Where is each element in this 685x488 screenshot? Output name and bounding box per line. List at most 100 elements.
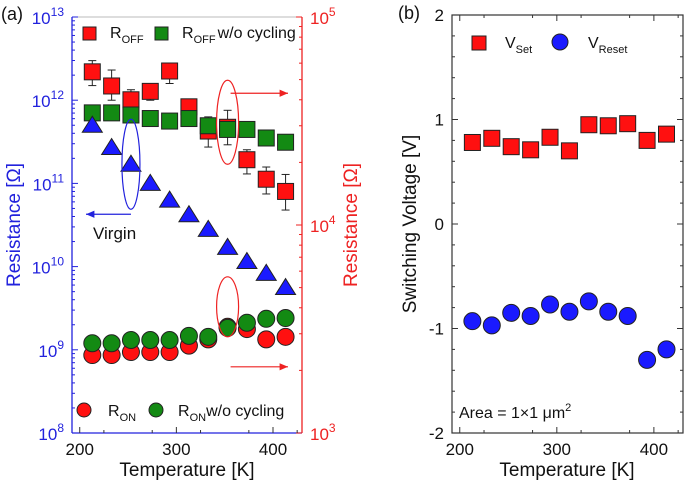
r-off-w-o-cycling-point [219,120,237,138]
x-tick-label: 300 [543,440,571,459]
v-set-point [619,115,637,133]
r-off-point [161,62,179,80]
x-tick-label: 300 [162,440,190,459]
virgin-point [216,237,239,255]
legend-ron-wo-label: RONw/o cycling [178,403,284,424]
r-on-w-o-cycling-point [141,330,160,349]
right-tick-label: 104 [310,213,336,236]
x-tick-label: 400 [259,440,287,459]
v-set-point [463,133,481,151]
panel-a-xlabel: Temperature [K] [119,460,254,481]
virgin-point [178,204,200,223]
y-tick-label: -2 [429,424,444,443]
v-reset-point [521,306,540,325]
r-on-w-o-cycling-point [160,330,179,349]
legend-ron-label: RON [108,403,136,424]
virgin-point [139,173,162,191]
r-on-w-o-cycling-point [218,318,237,337]
virgin-point [197,219,220,237]
legend-roff-wo-marker [154,26,169,41]
left-tick-label: 109 [38,338,64,361]
legend-vreset-marker [551,33,569,51]
ron-ellipse [215,276,240,338]
y-tick-label: -1 [429,320,444,339]
v-set-point [483,129,501,147]
legend-vset-marker [471,35,487,51]
legend-vset-label: VSet [505,35,532,56]
virgin-annotation: Virgin [93,224,136,243]
right-tick-label: 103 [310,421,336,444]
virgin-ellipse [121,118,141,210]
v-set-point [580,116,598,134]
legend-vreset-label: VReset [588,35,627,56]
left-tick-label: 1012 [32,88,65,111]
v-reset-point [599,302,618,321]
left-tick-label: 1010 [32,255,65,278]
y-tick-label: 0 [435,215,444,234]
panel-a-label: (a) [1,4,23,24]
r-off-point [141,82,159,100]
r-off-w-o-cycling-point [180,110,198,128]
panel-b-ylabel: Switching Voltage [V] [400,135,421,314]
r-off-w-o-cycling-point [238,120,256,138]
r-on-w-o-cycling-point [257,309,276,328]
panel-a-ylabel-left: Resistance [Ω] [4,163,25,287]
panel-a-ylabel-right: Resistance [Ω] [341,163,362,287]
r-off-w-o-cycling-point [257,129,275,147]
r-on-w-o-cycling-point [199,327,218,346]
x-tick-label: 200 [66,440,94,459]
r-off-w-o-cycling-point [199,117,217,135]
v-set-point [522,141,540,159]
v-reset-point [541,295,560,314]
v-reset-point [482,316,501,335]
r-off-point [277,182,295,200]
v-reset-point [502,303,521,322]
x-tick-label: 200 [446,440,474,459]
virgin-point [81,115,104,133]
r-off-point [257,170,275,188]
legend-ron-marker [76,402,92,418]
legend-ron-wo-marker [148,402,164,418]
virgin-point [100,137,123,156]
virgin-point [274,277,297,296]
panel-b-label: (b) [398,3,420,23]
y-tick-label: 2 [435,6,444,25]
roff-ellipse [215,79,240,165]
v-reset-point [560,302,579,321]
right-tick-label: 105 [310,5,336,28]
v-reset-point [657,340,676,359]
r-off-point [83,63,101,81]
panel-b-frame [451,14,684,434]
legend-roff-wo-label: ROFF w/o cycling [182,25,296,46]
v-reset-point [579,292,598,311]
r-off-w-o-cycling-point [122,106,140,124]
v-reset-point [618,306,637,325]
x-tick-label: 400 [640,440,668,459]
virgin-point [158,190,181,208]
left-tick-label: 1011 [33,171,65,194]
r-on-point [276,327,295,346]
r-on-w-o-cycling-point [121,330,140,349]
r-off-w-o-cycling-point [141,110,159,128]
left-tick-label: 108 [38,421,64,444]
r-off-point [238,151,256,169]
area-annotation: Area = 1×1 μm2 [459,402,571,422]
virgin-point [120,154,142,172]
v-set-point [638,131,656,149]
r-off-w-o-cycling-point [103,104,121,122]
left-tick-label: 1013 [32,5,65,28]
v-set-point [658,125,675,143]
v-reset-point [638,350,657,369]
virgin-point [236,251,258,270]
v-set-point [541,128,559,146]
r-on-w-o-cycling-point [276,309,295,328]
v-set-point [560,142,578,160]
r-on-w-o-cycling-point [83,334,102,353]
r-on-point [257,330,276,349]
r-off-w-o-cycling-point [277,133,295,151]
r-off-point [103,77,121,95]
v-set-point [599,117,617,135]
legend-roff-label: ROFF [110,25,144,46]
y-tick-label: 1 [435,111,444,130]
